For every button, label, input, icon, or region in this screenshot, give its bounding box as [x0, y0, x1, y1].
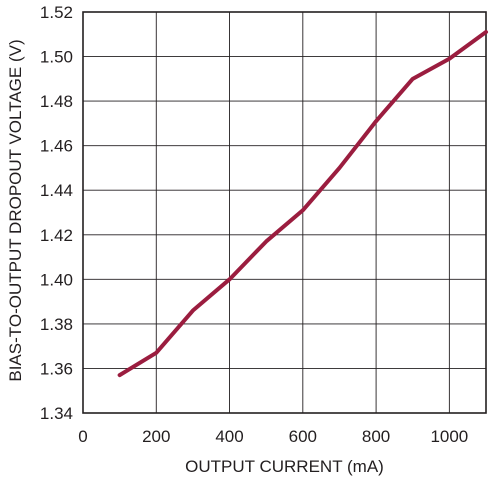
x-tick-labels: 0 200 400 600 800 1000 [78, 427, 468, 446]
x-tick-label-0: 0 [78, 427, 87, 446]
plot-frame [82, 11, 487, 414]
series-layer [117, 30, 488, 378]
x-tick-label-3: 600 [289, 427, 317, 446]
x-axis-label: OUTPUT CURRENT (mA) [185, 457, 384, 476]
y-tick-label-9: 1.52 [40, 3, 73, 22]
x-tick-label-1: 200 [142, 427, 170, 446]
y-tick-label-7: 1.48 [40, 92, 73, 111]
y-tick-label-2: 1.38 [40, 315, 73, 334]
y-axis-label: BIAS-TO-OUTPUT DROPOUT VOLTAGE (V) [6, 39, 25, 381]
y-tick-label-8: 1.50 [40, 48, 73, 67]
grid-lines [83, 12, 486, 413]
y-tick-label-1: 1.36 [40, 359, 73, 378]
y-tick-label-6: 1.46 [40, 137, 73, 156]
y-tick-label-3: 1.40 [40, 270, 73, 289]
y-tick-label-5: 1.44 [40, 181, 73, 200]
series-line-0 [117, 30, 488, 378]
x-tick-label-5: 1000 [430, 427, 468, 446]
x-tick-label-4: 800 [362, 427, 390, 446]
y-tick-label-0: 1.34 [40, 404, 73, 423]
x-tick-label-2: 400 [215, 427, 243, 446]
y-tick-label-4: 1.42 [40, 226, 73, 245]
y-tick-labels: 1.34 1.36 1.38 1.40 1.42 1.44 1.46 1.48 1.50 1.52 [40, 3, 73, 423]
